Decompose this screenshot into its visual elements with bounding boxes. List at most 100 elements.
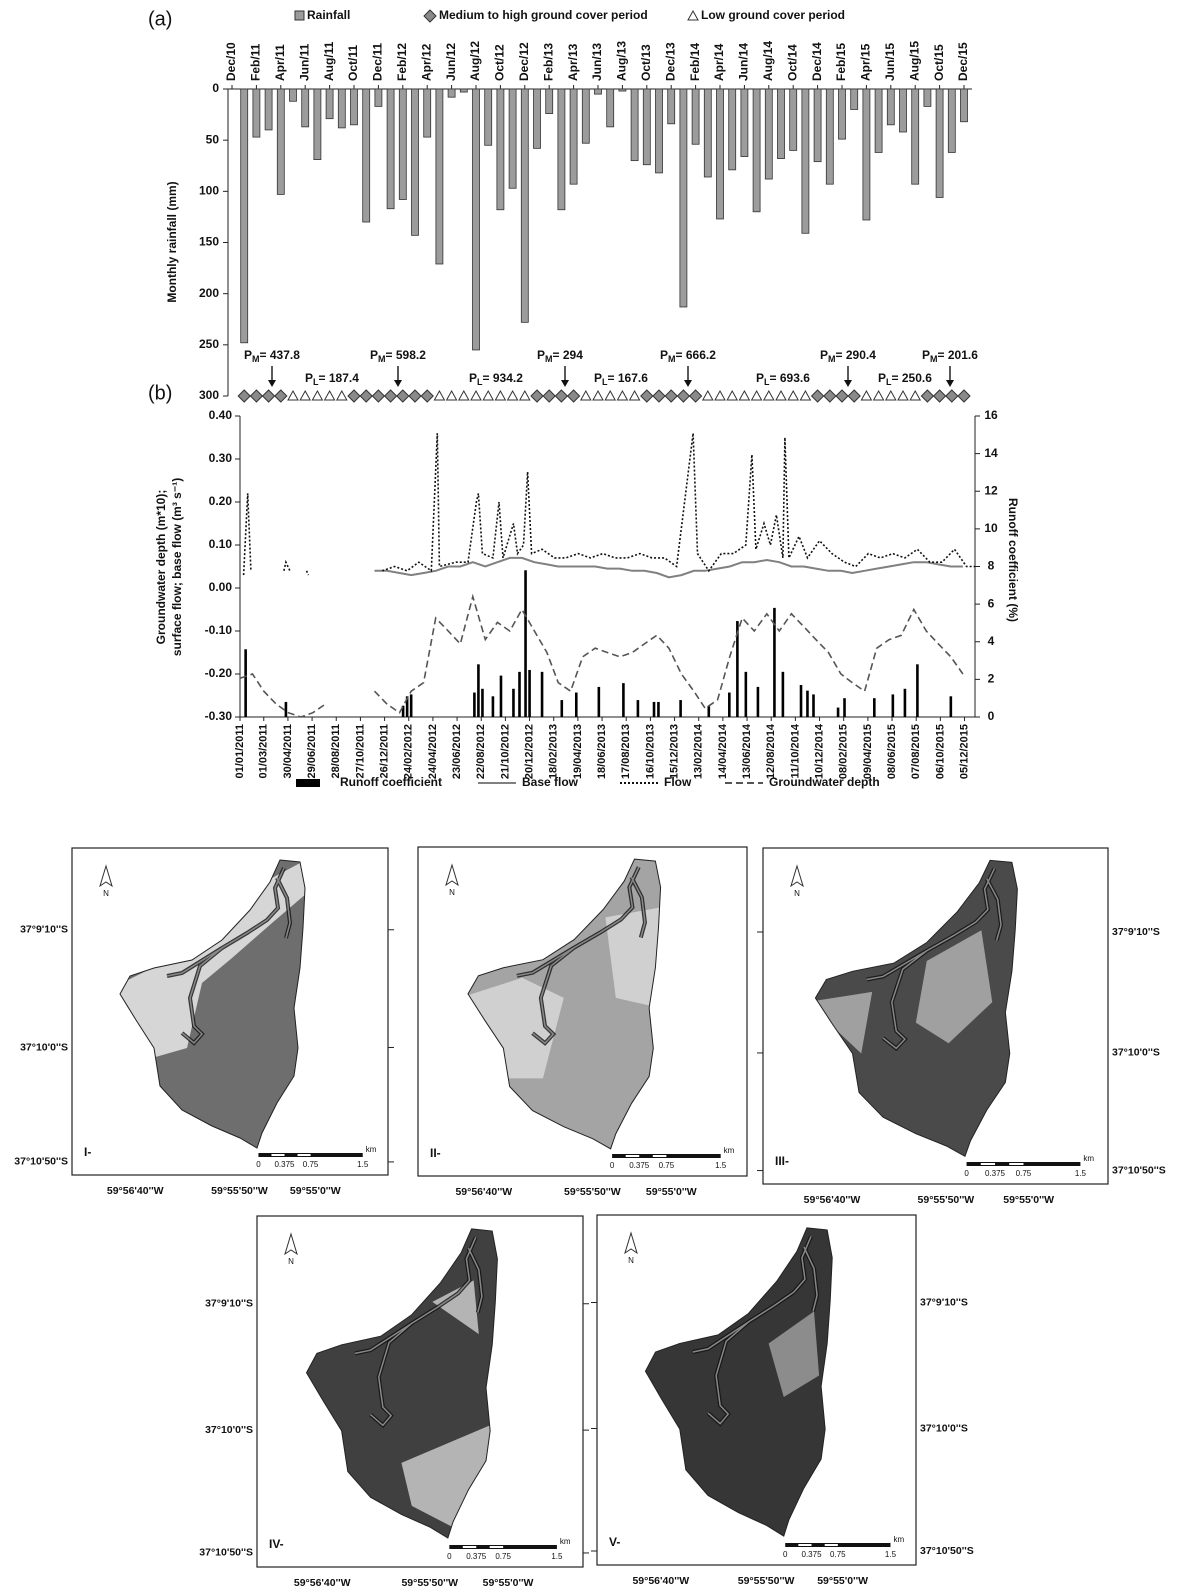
y-tick-label: -0.10 xyxy=(205,623,233,637)
x-tick-label: 15/12/2013 xyxy=(668,724,680,779)
bar xyxy=(411,88,419,236)
annotation-text: = 598.2 xyxy=(386,348,427,362)
north-label: N xyxy=(794,889,800,898)
annotation-symbol: P xyxy=(537,348,545,362)
scale-label: 0.75 xyxy=(495,1552,511,1561)
north-label: N xyxy=(288,1257,294,1266)
diamond-marker xyxy=(664,389,678,403)
bar xyxy=(618,88,627,92)
annotation-subscript: L xyxy=(886,377,892,387)
x-tick-label: Oct/14 xyxy=(785,44,799,81)
scale-bar xyxy=(612,1154,721,1158)
scale-label: 1.5 xyxy=(357,1160,369,1169)
triangle-marker xyxy=(494,389,507,401)
bar xyxy=(752,88,761,213)
runoff-bar xyxy=(903,688,907,717)
runoff-bar xyxy=(244,649,247,717)
x-tick-label: 12/08/2014 xyxy=(765,723,777,779)
map-panel: N 0 0.375 0.75 1.5 km II- 59°56'40''W 59°55'50''… xyxy=(417,846,748,1198)
triangle-marker xyxy=(433,389,446,401)
y-tick-label: 100 xyxy=(199,184,219,198)
annotation-symbol: P xyxy=(370,348,378,362)
lat-label: 37°10'50''S xyxy=(920,1545,974,1557)
panel-label: (a) xyxy=(148,8,172,30)
x-tick-label: 24/02/2012 xyxy=(403,724,415,779)
scale-label: 0.75 xyxy=(659,1161,675,1170)
x-tick-label: Jun/11 xyxy=(297,43,311,81)
runoff-bar xyxy=(836,707,840,717)
scale-label: 0 xyxy=(256,1160,261,1169)
triangle-marker xyxy=(482,389,495,401)
triangle-marker xyxy=(872,389,885,401)
annotation-symbol: P xyxy=(878,371,886,385)
bar xyxy=(716,88,724,220)
bar xyxy=(252,88,261,138)
bar xyxy=(276,88,285,195)
x-tick-label: 09/04/2015 xyxy=(862,724,874,779)
x-tick-label: 30/04/2011 xyxy=(282,724,294,778)
triangle-marker xyxy=(518,389,531,401)
annotation-text: = 294 xyxy=(553,348,584,362)
triangle-marker xyxy=(897,389,909,401)
annotation-subscript: M xyxy=(545,354,553,364)
bar xyxy=(935,88,944,198)
x-tick-label: 13/06/2014 xyxy=(741,723,753,779)
north-arrow xyxy=(445,863,459,887)
field xyxy=(815,930,993,1054)
bar xyxy=(862,88,871,221)
diamond-marker xyxy=(261,389,276,403)
bar xyxy=(886,88,895,126)
scale-label: 0 xyxy=(964,1169,969,1178)
triangle-marker xyxy=(860,389,873,401)
north-label: N xyxy=(449,888,455,897)
scale-label: 0.375 xyxy=(466,1552,487,1561)
lon-label: 59°55'50''W xyxy=(738,1575,795,1587)
triangle-marker xyxy=(750,389,763,401)
x-tick-label: 07/08/2015 xyxy=(910,724,922,779)
map-panel-label: III- xyxy=(775,1154,789,1168)
diamond-marker xyxy=(530,389,544,403)
diamond-marker xyxy=(810,389,825,403)
diamond-marker xyxy=(371,389,386,403)
arrow-head xyxy=(561,380,569,387)
basin-outline xyxy=(645,1228,832,1536)
x-tick-label: Aug/15 xyxy=(907,41,921,81)
x-tick-label: Aug/12 xyxy=(468,41,482,81)
bar xyxy=(301,88,310,128)
x-tick-label: Jun/15 xyxy=(883,43,897,81)
scale-label: 0.375 xyxy=(985,1169,1006,1178)
annotation-subscript: M xyxy=(668,354,676,364)
triangle-marker xyxy=(701,389,714,401)
scale-segment xyxy=(980,1163,996,1165)
diamond-marker xyxy=(249,389,264,403)
runoff-bar xyxy=(477,664,480,717)
arrow-head xyxy=(394,380,402,387)
diamond-marker xyxy=(396,389,410,403)
bar xyxy=(569,88,578,185)
map-panel: N 0 0.375 0.75 1.5 km V- 37°9'10''S 37°10'0''S 37… xyxy=(591,1214,974,1587)
y-tick-label: 250 xyxy=(199,337,219,351)
x-tick-label: 19/04/2013 xyxy=(572,724,584,779)
x-tick-label: Oct/15 xyxy=(932,44,946,81)
field xyxy=(768,1311,820,1397)
annotation-symbol: P xyxy=(660,348,668,362)
triangle-marker xyxy=(616,389,629,401)
basin-outline xyxy=(468,859,661,1149)
diamond-marker xyxy=(408,389,422,403)
triangle-marker xyxy=(299,389,312,401)
annotation-subscript: M xyxy=(828,354,836,364)
triangle-marker xyxy=(762,389,775,401)
basin xyxy=(645,1227,833,1537)
runoff-bar xyxy=(636,700,640,717)
triangle-marker xyxy=(909,389,922,401)
runoff-bar xyxy=(843,698,846,717)
bar xyxy=(728,88,737,171)
map-panel-label: II- xyxy=(430,1146,441,1160)
scale-segment xyxy=(652,1155,667,1157)
y-tick-label: 0.40 xyxy=(209,408,233,422)
diamond-marker xyxy=(420,389,434,403)
x-tick-label: 06/10/2015 xyxy=(934,724,946,779)
x-tick-label: Apr/12 xyxy=(419,43,433,81)
runoff-bar xyxy=(473,692,476,717)
bar xyxy=(484,88,493,146)
